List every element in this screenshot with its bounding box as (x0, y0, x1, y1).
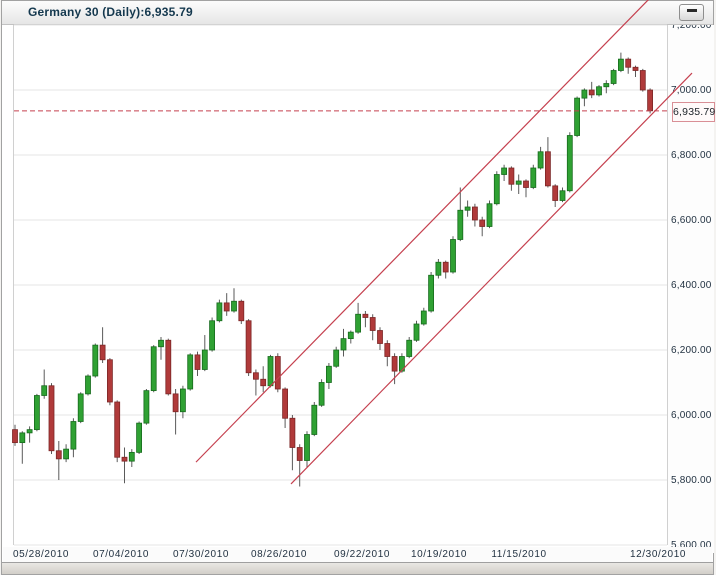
price-axis-label: 6,800.00 (671, 150, 712, 161)
window-bottom-edge (2, 562, 713, 574)
time-axis[interactable]: 05/28/2010 07/04/2010 07/30/2010 08/26/2010… (3, 547, 712, 564)
time-axis-label: 09/22/2010 (333, 549, 391, 560)
price-axis-label: 6,000.00 (671, 410, 712, 421)
time-axis-label: 07/04/2010 (92, 549, 150, 560)
price-axis-label: 6,600.00 (671, 215, 712, 226)
title-bar: Germany 30 (Daily):6,935.79 (2, 1, 713, 25)
time-axis-label: 10/19/2010 (410, 549, 468, 560)
price-axis-label: 5,600.00 (671, 540, 712, 551)
price-axis-label: 6,400.00 (671, 280, 712, 291)
time-axis-label: 08/26/2010 (250, 549, 308, 560)
price-axis-label: 7,200.00 (671, 20, 712, 31)
window-title: Germany 30 (Daily):6,935.79 (28, 5, 193, 19)
minimize-button[interactable] (679, 4, 704, 21)
last-price-flag: 6,935.79 (672, 102, 715, 122)
time-axis-label: 07/30/2010 (172, 549, 230, 560)
time-axis-label: 11/15/2010 (491, 549, 547, 560)
time-axis-label: 05/28/2010 (12, 549, 70, 560)
price-axis-label: 6,200.00 (671, 345, 712, 356)
price-axis-label: 7,000.00 (671, 85, 712, 96)
chart-area (2, 25, 713, 563)
price-axis-label: 5,800.00 (671, 475, 712, 486)
time-axis-label: 12/30/2010 (629, 549, 687, 560)
minimize-icon (686, 9, 697, 12)
